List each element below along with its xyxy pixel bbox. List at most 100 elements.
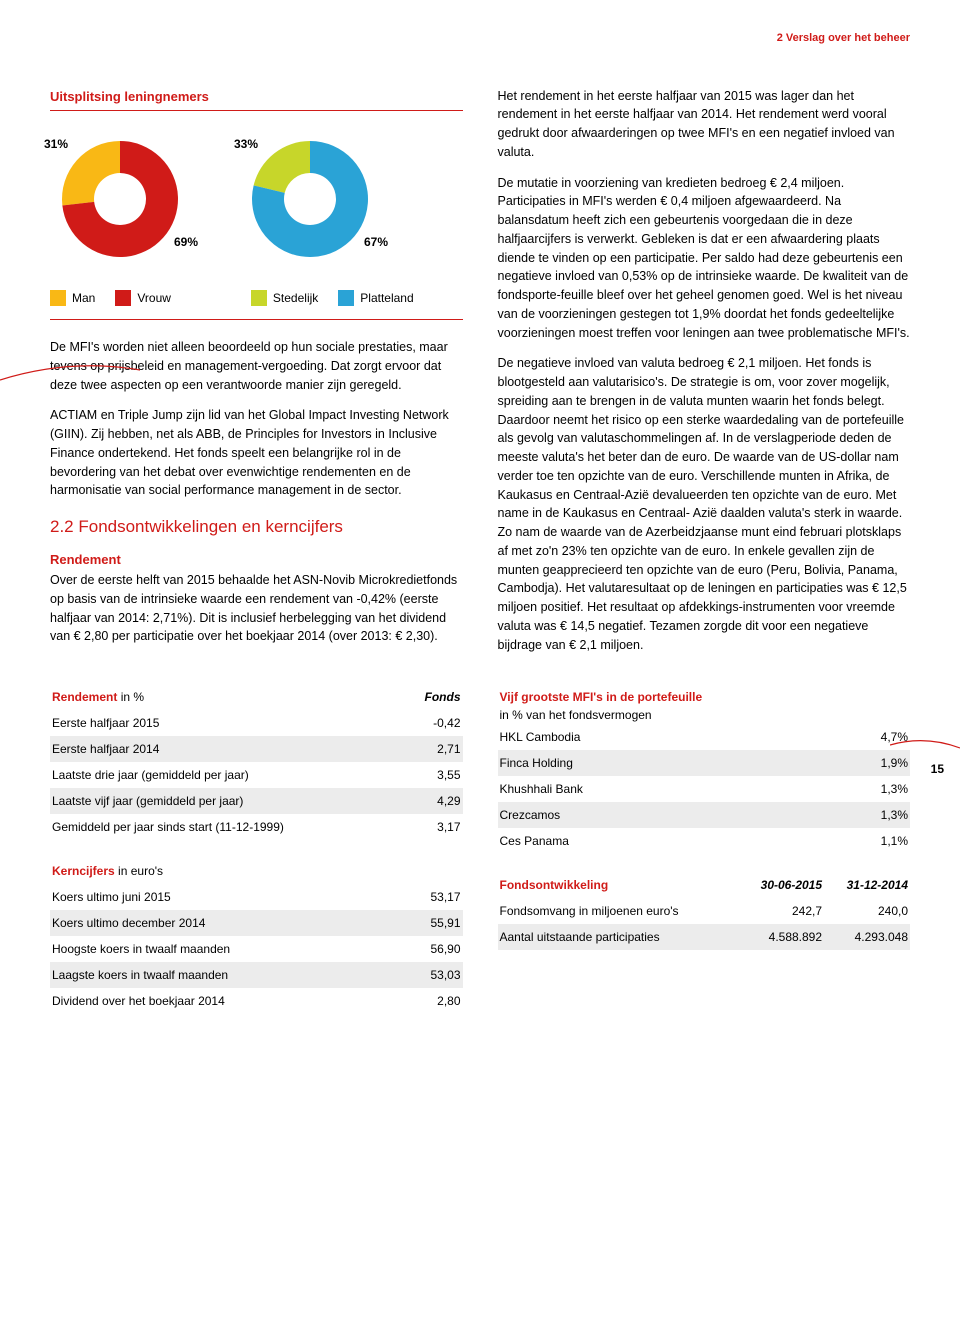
cell-label: Ces Panama <box>498 828 802 854</box>
cell-label: Crezcamos <box>498 802 802 828</box>
cell-value: 4,7% <box>801 724 910 750</box>
table-row: Hoogste koers in twaalf maanden56,90 <box>50 936 463 962</box>
cell-value: 2,80 <box>398 988 463 1014</box>
cell-label: Laagste koers in twaalf maanden <box>50 962 398 988</box>
cell-value: 56,90 <box>398 936 463 962</box>
table-col-header: 30-06-2015 <box>738 872 824 898</box>
swatch-icon <box>115 290 131 306</box>
table-row: Laagste koers in twaalf maanden53,03 <box>50 962 463 988</box>
cell-label: Eerste halfjaar 2015 <box>50 710 403 736</box>
cell-value: 242,7 <box>738 898 824 924</box>
cell-value: 4.293.048 <box>824 924 910 950</box>
legend-label: Vrouw <box>137 289 171 307</box>
body-paragraph: ACTIAM en Triple Jump zijn lid van het G… <box>50 406 463 500</box>
table-top5: Vijf grootste MFI's in de portefeuille i… <box>498 684 911 854</box>
cell-value: 55,91 <box>398 910 463 936</box>
cell-value: 1,9% <box>801 750 910 776</box>
table-col-header: 31-12-2014 <box>824 872 910 898</box>
body-paragraph: De negatieve invloed van valuta bedroeg … <box>498 354 911 654</box>
table-title: Fondsontwikkeling <box>498 872 739 898</box>
table-row: Finca Holding1,9% <box>498 750 911 776</box>
cell-value: 53,17 <box>398 884 463 910</box>
cell-label: Hoogste koers in twaalf maanden <box>50 936 398 962</box>
body-paragraph: Het rendement in het eerste halfjaar van… <box>498 87 911 162</box>
right-column: Het rendement in het eerste halfjaar van… <box>498 87 911 667</box>
table-kerncijfers: Kerncijfers in euro's Koers ultimo juni … <box>50 858 463 1014</box>
table-title: Vijf grootste MFI's in de portefeuille i… <box>498 684 911 724</box>
cell-label: HKL Cambodia <box>498 724 802 750</box>
tables-left-col: Rendement in % Fonds Eerste halfjaar 201… <box>50 684 463 1032</box>
cell-value: -0,42 <box>403 710 463 736</box>
cell-value: 2,71 <box>403 736 463 762</box>
legend-label: Stedelijk <box>273 289 318 307</box>
legend-platteland: Platteland <box>338 289 413 307</box>
legend-row: Man Vrouw Stedelijk Platteland <box>50 289 463 307</box>
cell-value: 53,03 <box>398 962 463 988</box>
table-col-header: Fonds <box>403 684 463 710</box>
table-row: HKL Cambodia4,7% <box>498 724 911 750</box>
table-row: Eerste halfjaar 20142,71 <box>50 736 463 762</box>
donut1-label-31: 31% <box>44 135 68 153</box>
cell-value: 4.588.892 <box>738 924 824 950</box>
legend-man: Man <box>50 289 95 307</box>
cell-value: 1,3% <box>801 802 910 828</box>
cell-label: Dividend over het boekjaar 2014 <box>50 988 398 1014</box>
body-paragraph: De MFI's worden niet alleen beoordeeld o… <box>50 338 463 394</box>
donut2-label-33: 33% <box>234 135 258 153</box>
cell-label: Laatste drie jaar (gemiddeld per jaar) <box>50 762 403 788</box>
table-row: Koers ultimo december 201455,91 <box>50 910 463 936</box>
cell-label: Gemiddeld per jaar sinds start (11-12-19… <box>50 814 403 840</box>
tables-right-col: Vijf grootste MFI's in de portefeuille i… <box>498 684 911 1032</box>
table-row: Koers ultimo juni 201553,17 <box>50 884 463 910</box>
donut-charts-row: 31% 69% 33% 67% <box>50 129 463 269</box>
legend-label: Platteland <box>360 289 413 307</box>
cell-label: Fondsomvang in miljoenen euro's <box>498 898 739 924</box>
subheading-rendement: Rendement <box>50 550 463 570</box>
table-row: Fondsomvang in miljoenen euro's242,7240,… <box>498 898 911 924</box>
table-row: Aantal uitstaande participaties4.588.892… <box>498 924 911 950</box>
donut1-label-69: 69% <box>174 233 198 251</box>
body-paragraph: De mutatie in voorziening van kredieten … <box>498 174 911 343</box>
table-row: Crezcamos1,3% <box>498 802 911 828</box>
tables-row: Rendement in % Fonds Eerste halfjaar 201… <box>50 684 910 1032</box>
swatch-icon <box>338 290 354 306</box>
section-heading: 2.2 Fondsontwikkelingen en kerncijfers <box>50 514 463 540</box>
cell-label: Khushhali Bank <box>498 776 802 802</box>
table-fondsontwikkeling: Fondsontwikkeling 30-06-2015 31-12-2014 … <box>498 872 911 950</box>
donut-chart-area: 33% 67% <box>240 129 380 269</box>
cell-label: Laatste vijf jaar (gemiddeld per jaar) <box>50 788 403 814</box>
table-row: Gemiddeld per jaar sinds start (11-12-19… <box>50 814 463 840</box>
swatch-icon <box>251 290 267 306</box>
section-header: 2 Verslag over het beheer <box>50 30 910 47</box>
table-row: Laatste vijf jaar (gemiddeld per jaar)4,… <box>50 788 463 814</box>
table-rendement: Rendement in % Fonds Eerste halfjaar 201… <box>50 684 463 840</box>
divider <box>50 110 463 111</box>
donut2-label-67: 67% <box>364 233 388 251</box>
table-row: Ces Panama1,1% <box>498 828 911 854</box>
cell-label: Koers ultimo december 2014 <box>50 910 398 936</box>
cell-label: Eerste halfjaar 2014 <box>50 736 403 762</box>
table-title: Kerncijfers in euro's <box>50 858 463 884</box>
table-row: Eerste halfjaar 2015-0,42 <box>50 710 463 736</box>
legend-label: Man <box>72 289 95 307</box>
legend-vrouw: Vrouw <box>115 289 171 307</box>
chart-section-title: Uitsplitsing leningnemers <box>50 87 463 107</box>
table-row: Laatste drie jaar (gemiddeld per jaar)3,… <box>50 762 463 788</box>
cell-value: 1,3% <box>801 776 910 802</box>
main-columns: Uitsplitsing leningnemers 31% 69% <box>50 87 910 667</box>
cell-value: 1,1% <box>801 828 910 854</box>
body-paragraph: Over de eerste helft van 2015 behaalde h… <box>50 571 463 646</box>
cell-label: Aantal uitstaande participaties <box>498 924 739 950</box>
table-row: Dividend over het boekjaar 20142,80 <box>50 988 463 1014</box>
page-number: 15 <box>931 760 944 778</box>
cell-value: 3,55 <box>403 762 463 788</box>
cell-value: 240,0 <box>824 898 910 924</box>
table-row: Khushhali Bank1,3% <box>498 776 911 802</box>
left-column: Uitsplitsing leningnemers 31% 69% <box>50 87 463 667</box>
swatch-icon <box>50 290 66 306</box>
divider <box>50 319 463 320</box>
cell-value: 4,29 <box>403 788 463 814</box>
table-title: Rendement in % <box>50 684 403 710</box>
legend-stedelijk: Stedelijk <box>251 289 318 307</box>
cell-label: Koers ultimo juni 2015 <box>50 884 398 910</box>
